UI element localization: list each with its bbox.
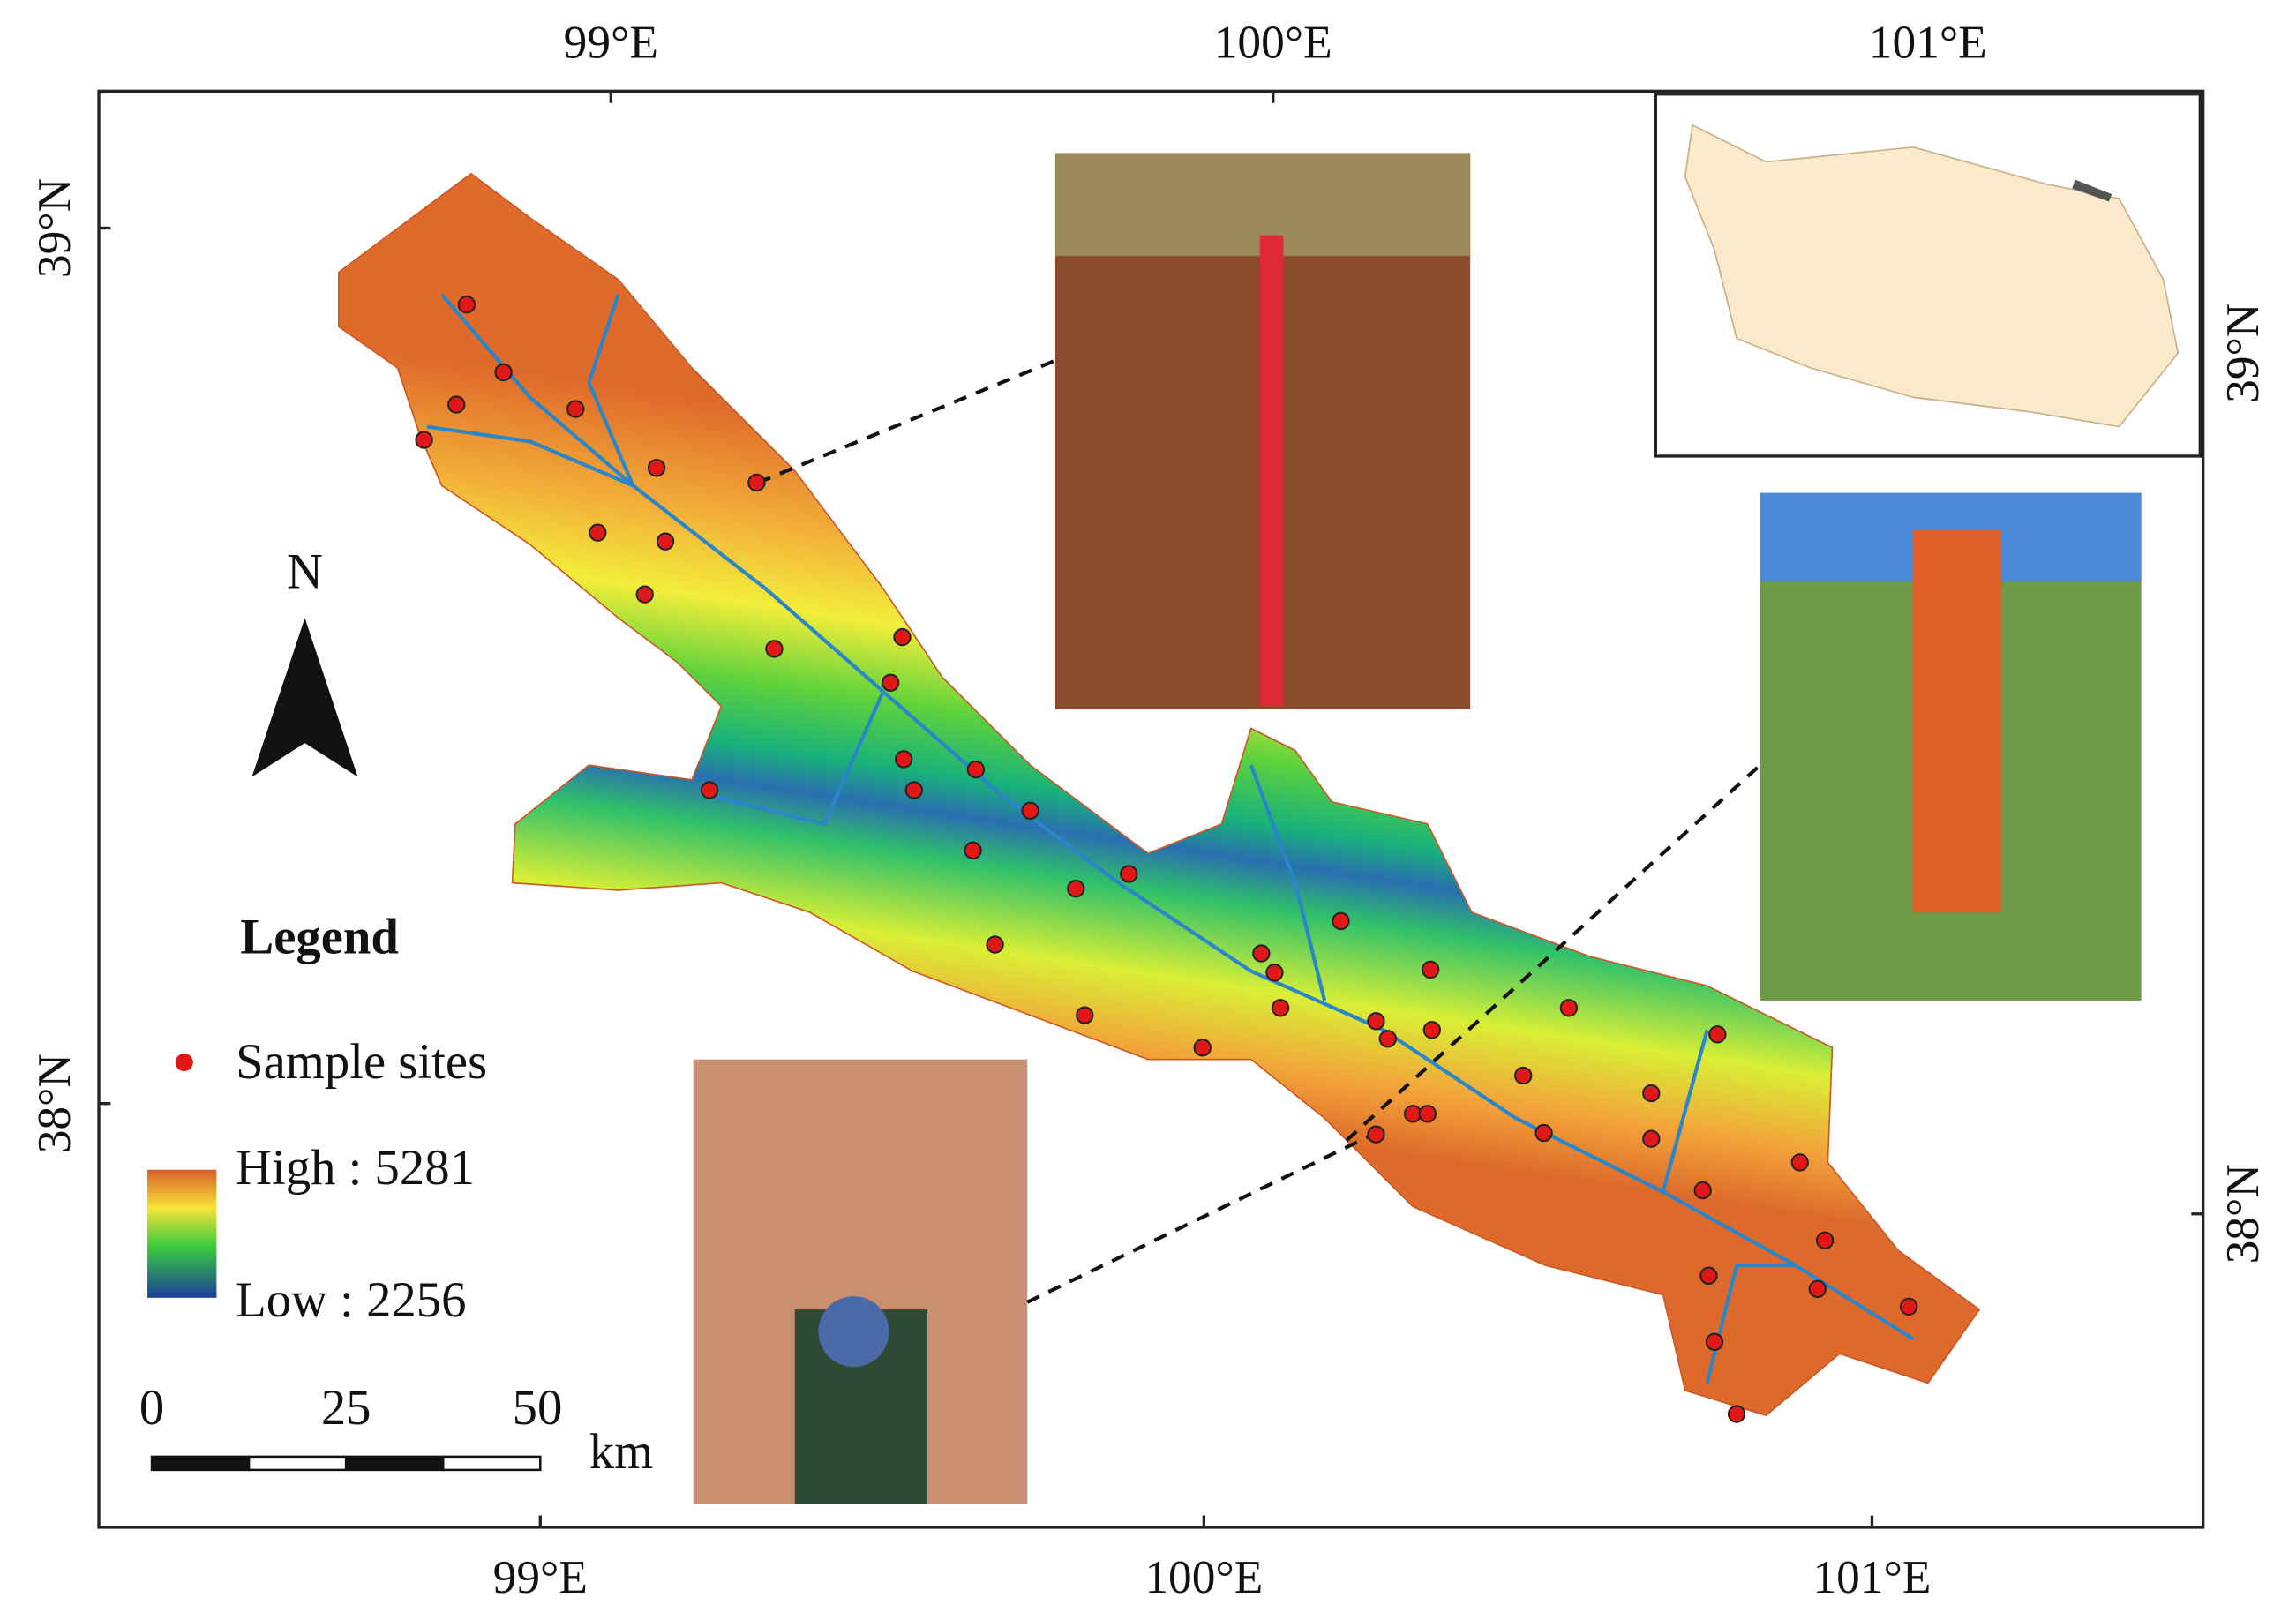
- sample-site: [1067, 880, 1085, 898]
- sample-site: [765, 640, 784, 658]
- sample-site: [1422, 1021, 1442, 1039]
- sample-site: [1271, 999, 1290, 1017]
- right-axis-label: 39°N: [2216, 304, 2269, 403]
- left-axis-label: 38°N: [27, 1054, 80, 1153]
- sample-site: [457, 296, 476, 314]
- scale-label: 50: [513, 1380, 563, 1436]
- sample-site: [1332, 911, 1350, 931]
- legend-title: Legend: [240, 909, 399, 964]
- inset-plateau: [1684, 124, 2180, 428]
- sample-site: [1699, 1266, 1718, 1285]
- sample-site: [1120, 865, 1138, 883]
- sample-site: [1642, 1084, 1661, 1103]
- sample-site: [1076, 1006, 1094, 1024]
- sample-site: [656, 532, 675, 551]
- scale-label: 25: [321, 1380, 371, 1436]
- photos: [693, 153, 2142, 1504]
- sample-site: [747, 473, 766, 492]
- sample-site: [415, 431, 433, 449]
- sample-sites: [415, 296, 1918, 1423]
- sample-site: [1642, 1129, 1661, 1148]
- rivers: [426, 293, 1915, 1384]
- sample-site: [1378, 1030, 1397, 1048]
- sample-site: [647, 459, 666, 477]
- sample-site: [1265, 964, 1284, 982]
- left-axis-label: 39°N: [27, 178, 80, 278]
- top-axis-label: 100°E: [1214, 16, 1332, 69]
- scale-unit: km: [589, 1424, 653, 1480]
- scale-bar: [150, 1455, 542, 1472]
- sample-site: [1367, 1125, 1385, 1144]
- bottom-axis-label: 99°E: [493, 1550, 588, 1603]
- legend-ramp: [147, 1169, 217, 1298]
- sample-site: [966, 760, 986, 779]
- right-axis-label: 38°N: [2216, 1164, 2269, 1264]
- north-arrow: [251, 618, 358, 777]
- sample-site: [566, 400, 585, 418]
- sample-site: [1514, 1066, 1533, 1085]
- sample-site: [1422, 960, 1440, 979]
- scale-label: 0: [139, 1380, 164, 1436]
- sample-site: [904, 781, 924, 799]
- sample-site: [1727, 1405, 1746, 1423]
- sample-site: [1705, 1332, 1724, 1352]
- top-axis-label: 99°E: [564, 16, 658, 69]
- sample-site: [1708, 1025, 1727, 1044]
- sample-site: [1808, 1279, 1827, 1298]
- sample-site: [1790, 1153, 1809, 1172]
- north-label: N: [287, 544, 323, 600]
- sample-site: [882, 673, 900, 692]
- sample-site: [494, 363, 513, 382]
- bottom-axis-label: 100°E: [1144, 1550, 1263, 1603]
- callout-lines: [757, 358, 1762, 1304]
- legend-point-label: Sample sites: [236, 1034, 487, 1090]
- sample-site: [1559, 999, 1579, 1017]
- legend-high: High : 5281: [236, 1140, 475, 1196]
- sample-site: [635, 585, 654, 604]
- sample-site: [1899, 1297, 1918, 1316]
- sample-site: [964, 841, 982, 860]
- bottom-axis-label: 101°E: [1812, 1550, 1931, 1603]
- sample-site: [895, 750, 913, 769]
- sample-site: [1693, 1181, 1712, 1200]
- legend-low: Low : 2256: [236, 1272, 466, 1328]
- sample-site: [1193, 1039, 1212, 1057]
- top-axis-label: 101°E: [1869, 16, 1987, 69]
- sample-site: [1534, 1123, 1553, 1143]
- sample-site: [1815, 1231, 1835, 1249]
- sample-site: [986, 935, 1004, 954]
- legend-point-symbol: [175, 1053, 193, 1071]
- sample-site: [447, 395, 466, 414]
- sample-site: [1403, 1105, 1422, 1123]
- inset-basin: [2072, 179, 2112, 202]
- sample-site: [1418, 1105, 1437, 1123]
- sample-site: [1252, 944, 1271, 963]
- sample-site: [1367, 1012, 1385, 1031]
- sample-site: [700, 781, 719, 799]
- sample-site: [589, 523, 607, 542]
- sample-site: [893, 627, 912, 647]
- sample-site: [1021, 801, 1039, 821]
